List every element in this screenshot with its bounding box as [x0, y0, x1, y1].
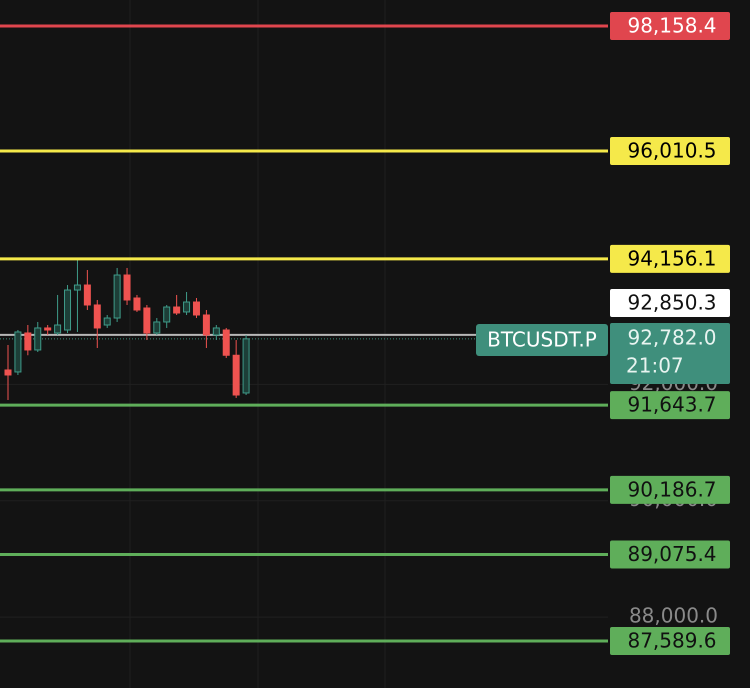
candle-body [93, 304, 101, 329]
level-label: 91,643.7 [627, 393, 716, 417]
level-label: 89,075.4 [627, 542, 716, 566]
candle-body [123, 274, 131, 301]
candle-body [202, 314, 210, 336]
level-label-box [610, 11, 730, 40]
candle-body [212, 327, 220, 336]
candle-body [4, 369, 12, 376]
candle-body [173, 306, 181, 314]
y-tick-label: 88,000.0 [629, 604, 718, 628]
candle-body [113, 274, 121, 319]
candle-body [54, 324, 62, 334]
level-label: 94,156.1 [627, 246, 716, 270]
candle-body [183, 301, 191, 313]
candle-body [232, 354, 240, 396]
marker-label: 92,850.3 [627, 291, 716, 315]
candle-body [222, 329, 230, 356]
candle-body [34, 327, 42, 351]
level-label-box [610, 391, 730, 420]
countdown-label: 21:07 [626, 354, 684, 378]
candle-body [192, 301, 200, 316]
candle-body [103, 317, 111, 326]
candle-body [24, 332, 32, 351]
candle-body [163, 306, 171, 323]
level-label-box [610, 540, 730, 569]
candle-body [14, 331, 22, 373]
symbol-tag: BTCUSDT.P [487, 328, 597, 352]
last-price-label: 92,782.0 [627, 326, 716, 350]
level-label-box [610, 136, 730, 165]
level-label-box [610, 244, 730, 273]
candle-body [83, 284, 91, 306]
level-label: 87,589.6 [627, 629, 716, 653]
candle-body [242, 338, 250, 394]
candle-body [44, 327, 52, 331]
level-label: 98,158.4 [627, 13, 716, 37]
candle-body [73, 284, 81, 291]
level-label-box [610, 627, 730, 656]
level-label-box [610, 475, 730, 504]
level-label: 90,186.7 [627, 477, 716, 501]
candle-body [64, 289, 72, 331]
candle-body [143, 307, 151, 334]
last-price-box [610, 323, 730, 384]
candle-body [153, 321, 161, 334]
level-label: 96,010.5 [627, 138, 716, 162]
marker-label-box [610, 289, 730, 317]
symbol-tag-box [476, 324, 608, 356]
candle-body [133, 297, 141, 311]
